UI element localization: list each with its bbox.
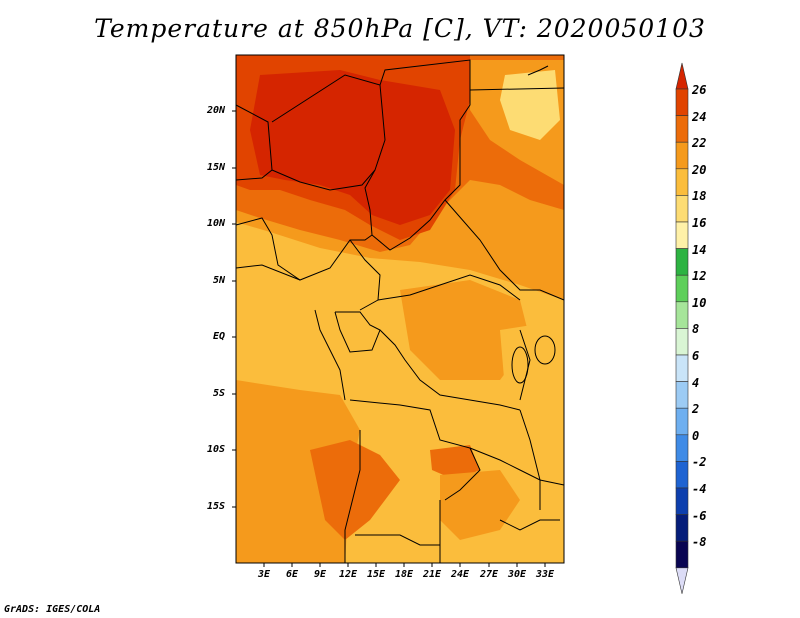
lon-label-18e: 18E	[395, 569, 414, 580]
colorbar-level-label: 20	[692, 162, 707, 177]
map-frame	[235, 54, 565, 564]
colorbar-level-label: 4	[692, 375, 700, 390]
southeast-mild-zone	[440, 470, 520, 540]
colorbar-swatch	[675, 88, 689, 116]
east-africa-zone	[500, 320, 564, 420]
chart-title: Temperature at 850hPa [C], VT: 202005010…	[94, 14, 706, 43]
lat-label-15n: 15N	[207, 162, 226, 173]
colorbar-level-label: 12	[692, 269, 707, 284]
colorbar-level-label: 0	[692, 428, 700, 443]
lat-label-5s: 5S	[213, 388, 226, 399]
colorbar-swatch	[675, 381, 689, 409]
colorbar-swatch	[675, 514, 689, 542]
lon-label-6e: 6E	[286, 569, 299, 580]
lat-label-10s: 10S	[207, 444, 226, 455]
temperature-field	[236, 55, 564, 563]
colorbar-top-arrow	[675, 62, 689, 90]
colorbar	[675, 62, 689, 594]
colorbar-swatch	[675, 354, 689, 382]
colorbar-swatch	[675, 461, 689, 489]
colorbar-level-label: -4	[692, 482, 707, 496]
lat-label-15s: 15S	[207, 501, 226, 512]
colorbar-swatch	[675, 434, 689, 462]
lon-label-33e: 33E	[536, 569, 555, 580]
colorbar-swatch	[675, 221, 689, 249]
colorbar-swatch	[675, 407, 689, 436]
lon-label-3e: 3E	[258, 569, 271, 580]
lat-label-eq: EQ	[213, 331, 226, 342]
colorbar-level-label: 2	[692, 402, 700, 417]
colorbar-swatch	[675, 274, 689, 303]
lon-ticks	[263, 563, 546, 567]
colorbar-level-label: 6	[692, 349, 700, 363]
lat-label-20n: 20N	[207, 105, 226, 116]
colorbar-level-label: 10	[692, 295, 707, 310]
lon-label-30e: 30E	[508, 569, 527, 580]
colorbar-level-label: -6	[692, 508, 707, 523]
colorbar-swatch	[675, 115, 689, 143]
lat-label-10n: 10N	[207, 218, 226, 229]
lon-label-27e: 27E	[480, 569, 499, 580]
country-borders	[235, 59, 565, 563]
congo-mild-zone	[400, 280, 530, 380]
colorbar-swatch	[675, 168, 689, 196]
colorbar-level-label: 16	[692, 216, 707, 230]
colorbar-level-label: 22	[692, 136, 707, 151]
colorbar-swatch	[675, 141, 689, 170]
lat-ticks	[232, 110, 236, 508]
colorbar-swatch	[675, 195, 689, 223]
colorbar-swatch	[675, 248, 689, 276]
colorbar-level-label: 18	[692, 189, 707, 204]
colorbar-level-label: -2	[692, 455, 707, 470]
colorbar-swatch	[675, 487, 689, 515]
colorbar-level-label: -8	[692, 535, 707, 550]
colorbar-swatch	[675, 540, 689, 569]
lon-label-9e: 9E	[314, 569, 327, 580]
northeast-cool-patch	[500, 70, 560, 140]
colorbar-swatch	[675, 301, 689, 329]
lon-label-12e: 12E	[339, 569, 358, 580]
colorbar-level-label: 24	[692, 109, 707, 124]
lon-label-15e: 15E	[367, 569, 386, 580]
colorbar-swatch	[675, 328, 689, 356]
zambia-warm-patch	[430, 445, 480, 480]
sahara-hottest-zone	[250, 70, 455, 225]
lon-label-21e: 21E	[423, 569, 442, 580]
credit-text: GrADS: IGES/COLA	[4, 604, 101, 615]
colorbar-level-label: 8	[692, 322, 700, 337]
colorbar-level-label: 14	[692, 242, 707, 257]
colorbar-level-label: 26	[692, 83, 707, 97]
colorbar-bottom-arrow	[675, 567, 689, 594]
lat-label-5n: 5N	[213, 275, 226, 286]
lon-label-24e: 24E	[451, 569, 470, 580]
